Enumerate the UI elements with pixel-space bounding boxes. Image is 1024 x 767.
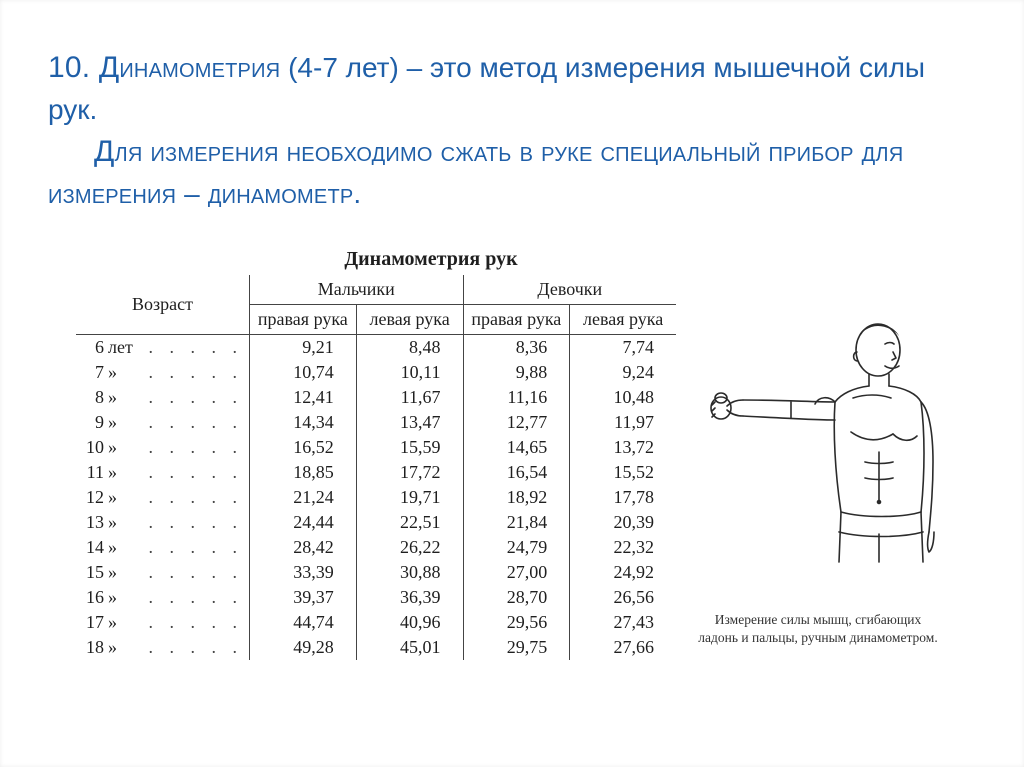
cell-value: 33,39 [250, 560, 357, 585]
cell-value: 49,28 [250, 635, 357, 660]
cell-value: 8,48 [356, 335, 463, 361]
th-girls-left: левая рука [570, 305, 676, 335]
cell-value: 19,71 [356, 485, 463, 510]
cell-value: 24,79 [463, 535, 570, 560]
cell-age: 6лет . . . . . [76, 335, 250, 361]
title-word-1: инамометрия [119, 52, 280, 83]
th-girls: Девочки [463, 275, 676, 305]
table-row: 12» . . . . .21,2419,7118,9217,78 [76, 485, 676, 510]
table-row: 17» . . . . .44,7440,9629,5627,43 [76, 610, 676, 635]
table-row: 9» . . . . .14,3413,4712,7711,97 [76, 410, 676, 435]
cell-age: 16» . . . . . [76, 585, 250, 610]
cell-value: 26,22 [356, 535, 463, 560]
dynamometry-table: Возраст Мальчики Девочки правая рука лев… [76, 275, 676, 660]
cell-value: 9,88 [463, 360, 570, 385]
cell-age: 10» . . . . . [76, 435, 250, 460]
cell-value: 39,37 [250, 585, 357, 610]
slide: 10. Динамометрия (4-7 лет) – это метод и… [0, 0, 1024, 767]
content-row: Динамометрия рук Возраст Мальчики Девочк… [76, 244, 976, 660]
cell-age: 11» . . . . . [76, 460, 250, 485]
cell-age: 17» . . . . . [76, 610, 250, 635]
table-row: 15» . . . . .33,3930,8827,0024,92 [76, 560, 676, 585]
cell-value: 9,24 [570, 360, 676, 385]
table-row: 18» . . . . .49,2845,0129,7527,66 [76, 635, 676, 660]
cell-value: 18,85 [250, 460, 357, 485]
cell-age: 12» . . . . . [76, 485, 250, 510]
cell-age: 7» . . . . . [76, 360, 250, 385]
cell-value: 18,92 [463, 485, 570, 510]
table-row: 10» . . . . .16,5215,5914,6513,72 [76, 435, 676, 460]
cell-value: 11,97 [570, 410, 676, 435]
th-girls-right: правая рука [463, 305, 570, 335]
cell-value: 10,11 [356, 360, 463, 385]
th-age: Возраст [76, 275, 250, 335]
table-row: 16» . . . . .39,3736,3928,7026,56 [76, 585, 676, 610]
th-boys-left: левая рука [356, 305, 463, 335]
table-row: 6лет . . . . .9,218,488,367,74 [76, 335, 676, 361]
cell-value: 44,74 [250, 610, 357, 635]
cell-value: 36,39 [356, 585, 463, 610]
cell-value: 11,67 [356, 385, 463, 410]
cell-value: 27,43 [570, 610, 676, 635]
table-row: 11» . . . . .18,8517,7216,5415,52 [76, 460, 676, 485]
cell-value: 10,48 [570, 385, 676, 410]
table-row: 8» . . . . .12,4111,6711,1610,48 [76, 385, 676, 410]
cell-value: 22,51 [356, 510, 463, 535]
cell-value: 28,42 [250, 535, 357, 560]
figure-illustration [693, 302, 943, 602]
cell-value: 17,78 [570, 485, 676, 510]
table-row: 13» . . . . .24,4422,5121,8420,39 [76, 510, 676, 535]
table-title: Динамометрия рук [76, 248, 676, 271]
cell-value: 30,88 [356, 560, 463, 585]
cell-value: 22,32 [570, 535, 676, 560]
cell-value: 8,36 [463, 335, 570, 361]
cell-value: 15,59 [356, 435, 463, 460]
table-row: 14» . . . . .28,4226,2224,7922,32 [76, 535, 676, 560]
cell-value: 40,96 [356, 610, 463, 635]
cell-value: 26,56 [570, 585, 676, 610]
cell-age: 14» . . . . . [76, 535, 250, 560]
cell-value: 45,01 [356, 635, 463, 660]
cell-value: 24,44 [250, 510, 357, 535]
cell-value: 12,41 [250, 385, 357, 410]
cell-age: 9» . . . . . [76, 410, 250, 435]
cell-value: 15,52 [570, 460, 676, 485]
cell-age: 15» . . . . . [76, 560, 250, 585]
cell-value: 24,92 [570, 560, 676, 585]
cell-value: 12,77 [463, 410, 570, 435]
cell-age: 13» . . . . . [76, 510, 250, 535]
cell-value: 13,47 [356, 410, 463, 435]
cell-value: 14,34 [250, 410, 357, 435]
cell-value: 28,70 [463, 585, 570, 610]
cell-value: 10,74 [250, 360, 357, 385]
cell-value: 20,39 [570, 510, 676, 535]
title-cap-2: Д [94, 135, 115, 168]
title-cap-1: 10. Д [48, 51, 119, 84]
cell-age: 18» . . . . . [76, 635, 250, 660]
table-wrap: Динамометрия рук Возраст Мальчики Девочк… [76, 244, 676, 660]
cell-value: 21,84 [463, 510, 570, 535]
figure-caption: Измерение силы мышц, сгибающих ладонь и … [688, 607, 948, 646]
cell-value: 13,72 [570, 435, 676, 460]
th-boys: Мальчики [250, 275, 464, 305]
cell-value: 16,52 [250, 435, 357, 460]
cell-value: 11,16 [463, 385, 570, 410]
cell-value: 14,65 [463, 435, 570, 460]
cell-value: 17,72 [356, 460, 463, 485]
figure: Измерение силы мышц, сгибающих ладонь и … [688, 244, 948, 646]
cell-value: 27,66 [570, 635, 676, 660]
th-boys-right: правая рука [250, 305, 357, 335]
cell-value: 27,00 [463, 560, 570, 585]
cell-value: 29,56 [463, 610, 570, 635]
cell-value: 7,74 [570, 335, 676, 361]
table-row: 7» . . . . .10,7410,119,889,24 [76, 360, 676, 385]
cell-value: 16,54 [463, 460, 570, 485]
slide-title: 10. Динамометрия (4-7 лет) – это метод и… [48, 46, 976, 214]
cell-value: 21,24 [250, 485, 357, 510]
cell-value: 29,75 [463, 635, 570, 660]
cell-age: 8» . . . . . [76, 385, 250, 410]
cell-value: 9,21 [250, 335, 357, 361]
title-rest-2: ля измерения необходимо сжать в руке спе… [48, 136, 903, 209]
